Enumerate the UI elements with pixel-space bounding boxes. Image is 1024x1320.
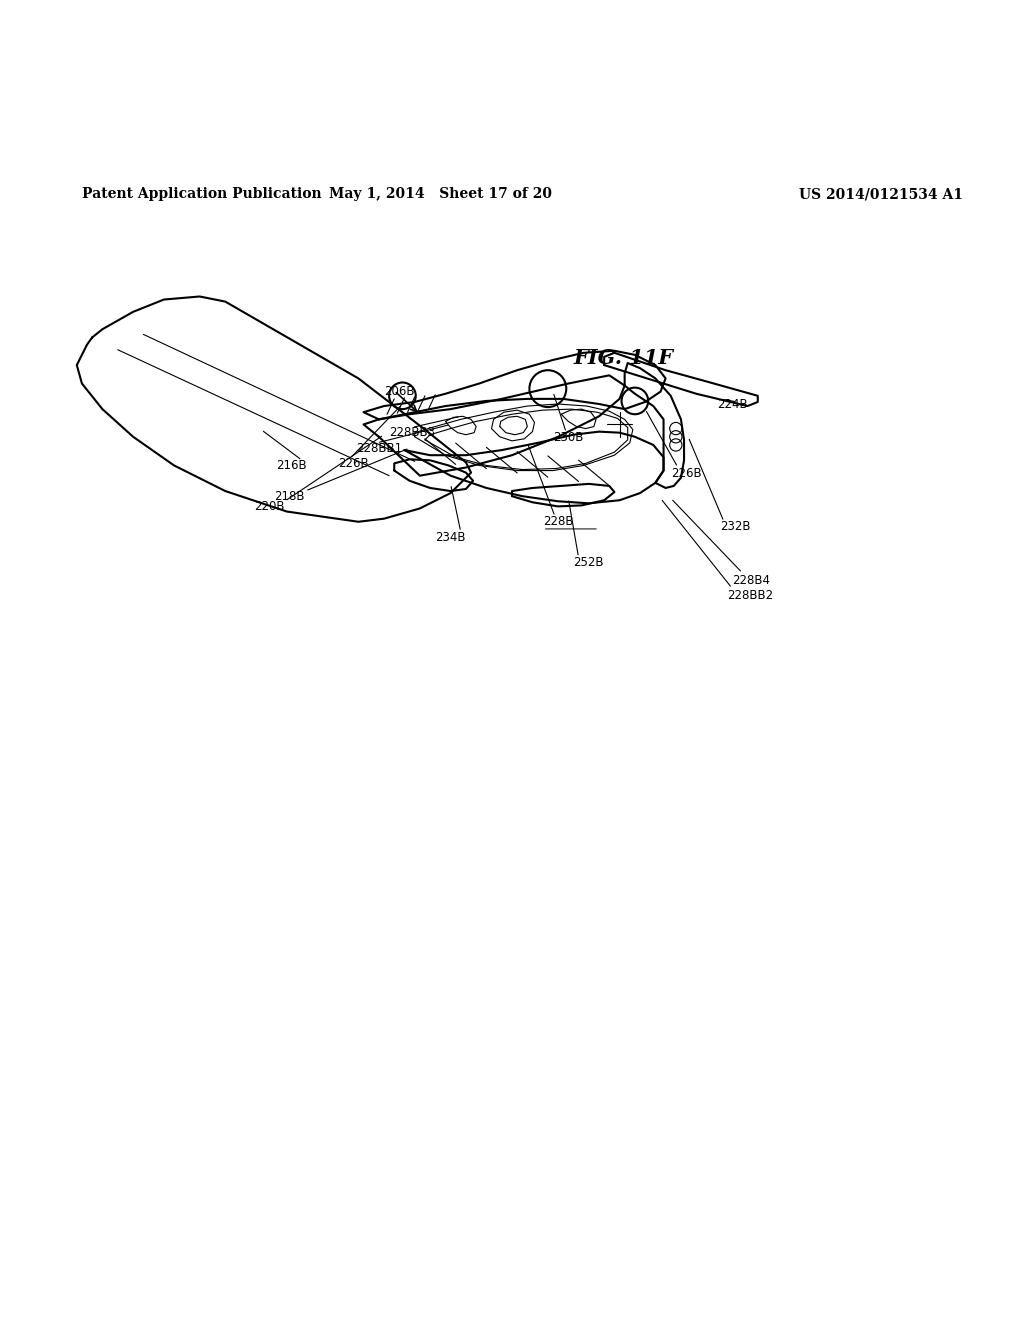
Text: 206B: 206B	[384, 385, 415, 399]
Text: 218B: 218B	[274, 490, 305, 503]
Text: 226B: 226B	[338, 457, 369, 470]
Text: 228BB2: 228BB2	[727, 589, 773, 602]
Text: US 2014/0121534 A1: US 2014/0121534 A1	[799, 187, 963, 201]
Text: 228B4: 228B4	[732, 574, 770, 586]
Text: 228B: 228B	[543, 515, 573, 528]
Text: May 1, 2014   Sheet 17 of 20: May 1, 2014 Sheet 17 of 20	[329, 187, 552, 201]
Text: 228BB1: 228BB1	[356, 441, 402, 454]
Text: 232B: 232B	[720, 520, 751, 533]
Text: 226B: 226B	[671, 467, 701, 480]
Text: 224B: 224B	[717, 397, 748, 411]
Text: 234B: 234B	[435, 531, 466, 544]
Text: FIG. 11F: FIG. 11F	[573, 348, 674, 368]
Text: Patent Application Publication: Patent Application Publication	[82, 187, 322, 201]
Text: 216B: 216B	[276, 459, 307, 473]
Text: 220B: 220B	[254, 500, 285, 513]
Text: 230B: 230B	[553, 432, 584, 445]
Text: 252B: 252B	[573, 556, 604, 569]
Text: 228BB3: 228BB3	[389, 426, 435, 440]
